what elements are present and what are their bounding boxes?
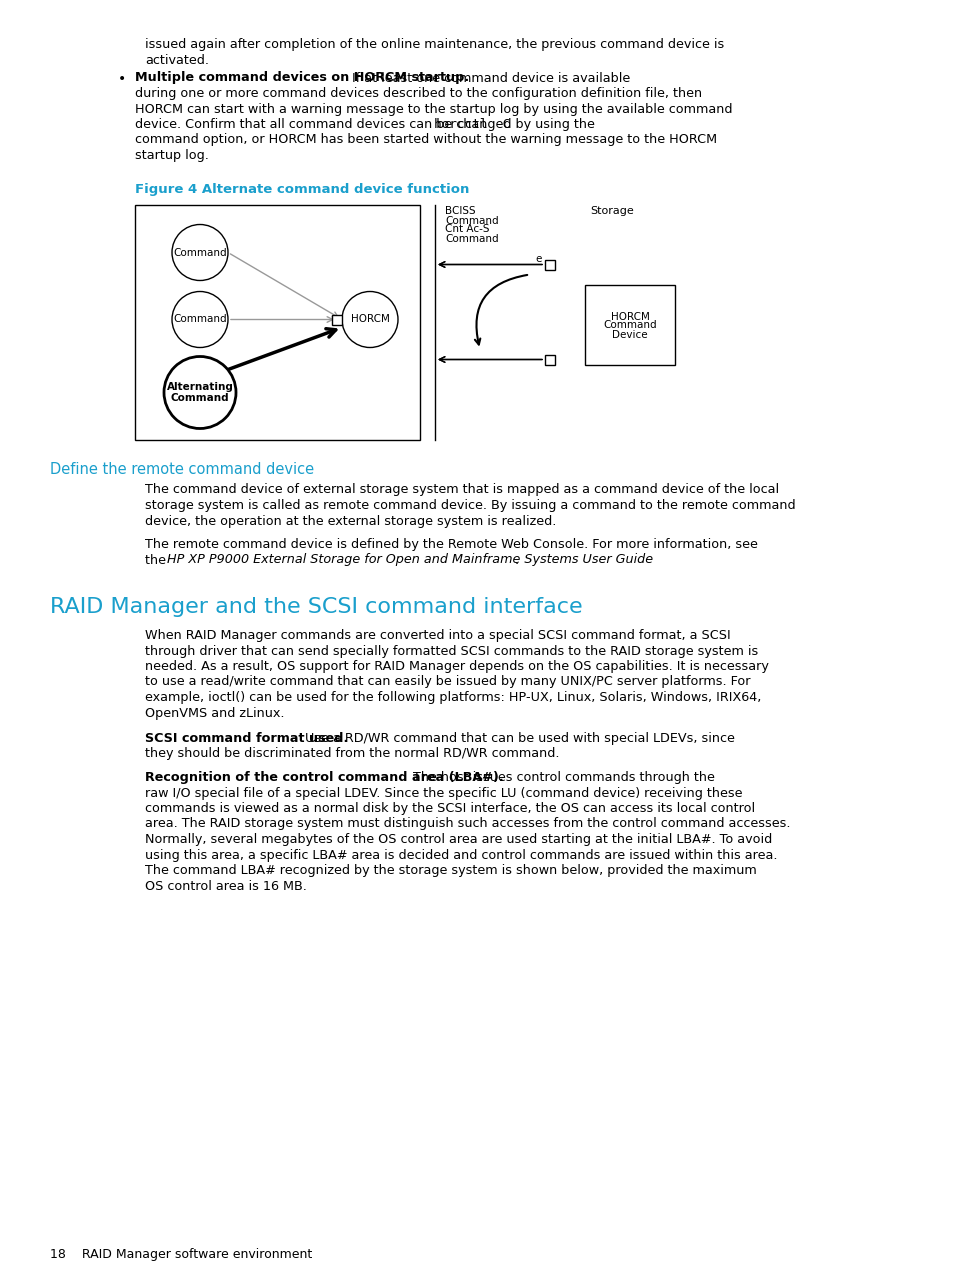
Text: RAID Manager and the SCSI command interface: RAID Manager and the SCSI command interf… xyxy=(50,597,582,616)
Text: the: the xyxy=(145,553,170,567)
Text: 18    RAID Manager software environment: 18 RAID Manager software environment xyxy=(50,1248,312,1261)
Text: during one or more command devices described to the configuration definition fil: during one or more command devices descr… xyxy=(135,86,701,100)
Text: BCISS: BCISS xyxy=(444,206,476,216)
Text: to use a read/write command that can easily be issued by many UNIX/PC server pla: to use a read/write command that can eas… xyxy=(145,675,750,689)
Text: they should be discriminated from the normal RD/WR command.: they should be discriminated from the no… xyxy=(145,747,558,760)
Text: HP XP P9000 External Storage for Open and Mainframe Systems User Guide: HP XP P9000 External Storage for Open an… xyxy=(167,553,653,567)
Text: Command: Command xyxy=(173,314,227,324)
Text: device. Confirm that all command devices can be changed by using the: device. Confirm that all command devices… xyxy=(135,118,598,131)
Circle shape xyxy=(164,356,235,428)
Circle shape xyxy=(172,291,228,347)
Text: Normally, several megabytes of the OS control area are used starting at the init: Normally, several megabytes of the OS co… xyxy=(145,833,771,846)
Bar xyxy=(544,259,555,269)
Circle shape xyxy=(172,225,228,281)
Bar xyxy=(135,205,419,440)
Text: Multiple command devices on HORCM startup.: Multiple command devices on HORCM startu… xyxy=(135,71,469,84)
Text: storage system is called as remote command device. By issuing a command to the r: storage system is called as remote comma… xyxy=(145,500,795,512)
Circle shape xyxy=(341,291,397,347)
Text: Alternating
Command: Alternating Command xyxy=(167,381,233,403)
Text: If at least one command device is available: If at least one command device is availa… xyxy=(348,71,630,84)
Text: OpenVMS and zLinux.: OpenVMS and zLinux. xyxy=(145,707,284,719)
Text: raw I/O special file of a special LDEV. Since the specific LU (command device) r: raw I/O special file of a special LDEV. … xyxy=(145,787,741,799)
Text: The remote command device is defined by the Remote Web Console. For more informa: The remote command device is defined by … xyxy=(145,538,757,552)
Text: Recognition of the control command area (LBA#).: Recognition of the control command area … xyxy=(145,771,503,784)
Bar xyxy=(544,355,555,365)
Text: The host issues control commands through the: The host issues control commands through… xyxy=(409,771,714,784)
Text: When RAID Manager commands are converted into a special SCSI command format, a S: When RAID Manager commands are converted… xyxy=(145,629,730,642)
Text: HORCM: HORCM xyxy=(610,311,649,322)
Text: activated.: activated. xyxy=(145,53,209,66)
Text: Command: Command xyxy=(173,248,227,258)
Text: Command: Command xyxy=(444,216,498,225)
Text: example, ioctl() can be used for the following platforms: HP-UX, Linux, Solaris,: example, ioctl() can be used for the fol… xyxy=(145,691,760,704)
Text: area. The RAID storage system must distinguish such accesses from the control co: area. The RAID storage system must disti… xyxy=(145,817,790,830)
Text: issued again after completion of the online maintenance, the previous command de: issued again after completion of the onl… xyxy=(145,38,723,51)
Text: The command device of external storage system that is mapped as a command device: The command device of external storage s… xyxy=(145,483,779,497)
Text: .: . xyxy=(515,553,518,567)
Text: Define the remote command device: Define the remote command device xyxy=(50,461,314,477)
Text: Device: Device xyxy=(612,329,647,339)
Text: horcctl -C: horcctl -C xyxy=(434,118,510,131)
Text: e: e xyxy=(535,254,540,264)
Text: device, the operation at the external storage system is realized.: device, the operation at the external st… xyxy=(145,515,556,527)
Text: through driver that can send specially formatted SCSI commands to the RAID stora: through driver that can send specially f… xyxy=(145,644,758,657)
Text: startup log.: startup log. xyxy=(135,149,209,161)
Text: Cnt Ac-S: Cnt Ac-S xyxy=(444,225,489,235)
Text: Figure 4 Alternate command device function: Figure 4 Alternate command device functi… xyxy=(135,183,469,196)
Text: SCSI command format used.: SCSI command format used. xyxy=(145,732,348,745)
Text: command option, or HORCM has been started without the warning message to the HOR: command option, or HORCM has been starte… xyxy=(135,133,717,146)
Text: needed. As a result, OS support for RAID Manager depends on the OS capabilities.: needed. As a result, OS support for RAID… xyxy=(145,660,768,674)
Text: using this area, a specific LBA# area is decided and control commands are issued: using this area, a specific LBA# area is… xyxy=(145,849,777,862)
Text: Command: Command xyxy=(602,320,656,330)
Bar xyxy=(584,285,675,365)
Text: Command: Command xyxy=(444,234,498,244)
Text: HORCM: HORCM xyxy=(350,314,389,324)
Text: commands is viewed as a normal disk by the SCSI interface, the OS can access its: commands is viewed as a normal disk by t… xyxy=(145,802,755,815)
Text: HORCM can start with a warning message to the startup log by using the available: HORCM can start with a warning message t… xyxy=(135,103,732,116)
Text: The command LBA# recognized by the storage system is shown below, provided the m: The command LBA# recognized by the stora… xyxy=(145,864,756,877)
Text: Use a RD/WR command that can be used with special LDEVs, since: Use a RD/WR command that can be used wit… xyxy=(301,732,734,745)
Text: •: • xyxy=(118,71,126,85)
Text: OS control area is 16 MB.: OS control area is 16 MB. xyxy=(145,880,307,892)
Bar xyxy=(332,314,341,324)
Text: Storage: Storage xyxy=(589,206,633,216)
